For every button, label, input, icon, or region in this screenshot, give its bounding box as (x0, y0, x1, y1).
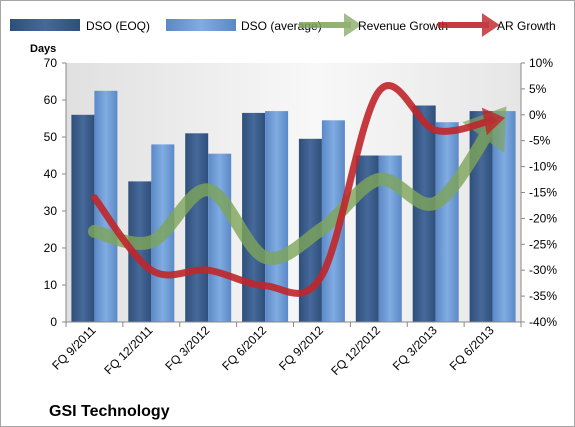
y2-tick-label: -25% (529, 237, 557, 251)
y2-tick-label: 5% (529, 82, 547, 96)
y2-tick-label: -15% (529, 186, 557, 200)
legend: DSO (EOQ) DSO (average) Revenue Growth A… (10, 13, 556, 37)
bar-dso-average-6 (435, 122, 459, 322)
bar-dso-eoq-0 (71, 114, 95, 322)
x-ticks: FQ 9/2011 FQ 12/2011 FQ 3/2012 FQ 6/2012 FQ … (49, 322, 522, 378)
x-tick-label: FQ 12/2011 (101, 323, 155, 377)
y2-tick-label: -30% (529, 263, 557, 277)
x-tick-label: FQ 6/2012 (219, 323, 269, 373)
y-tick-label: 10 (44, 278, 58, 292)
y2-tick-label: -35% (529, 289, 557, 303)
y2-tick-label: -10% (529, 160, 557, 174)
y-ticks-right: 10% 5% 0% -5% -10% -15% -20% -25% -30% -35% -40% (521, 56, 557, 329)
bar-dso-average-0 (94, 90, 118, 323)
bar-dso-eoq-1 (128, 181, 152, 322)
x-tick-label: FQ 12/2012 (328, 323, 383, 378)
y-tick-label: 40 (44, 167, 58, 181)
legend-label-revenue-growth: Revenue Growth (358, 19, 448, 33)
y2-tick-label: 0% (529, 108, 547, 122)
legend-swatch-dso-average (166, 19, 236, 31)
y-axis-title: Days (30, 43, 56, 55)
y2-tick-label: -5% (529, 134, 551, 148)
y2-tick-label: 10% (529, 56, 553, 70)
x-tick-label: FQ 3/2013 (390, 323, 440, 373)
y2-tick-label: -20% (529, 211, 557, 225)
y-tick-label: 30 (44, 204, 58, 218)
bar-dso-average-3 (265, 111, 289, 322)
bar-dso-average-5 (378, 155, 402, 322)
bar-dso-eoq-3 (242, 112, 266, 323)
y-tick-label: 60 (44, 93, 58, 107)
legend-label-dso-eoq: DSO (EOQ) (86, 19, 150, 33)
x-tick-label: FQ 9/2011 (49, 323, 99, 373)
legend-label-ar-growth: AR Growth (497, 19, 556, 33)
x-tick-label: FQ 6/2013 (447, 323, 497, 373)
bar-dso-eoq-6 (412, 105, 436, 322)
y-tick-label: 0 (50, 315, 57, 329)
revenue-growth-line (87, 106, 507, 265)
x-tick-label: FQ 3/2012 (162, 323, 212, 373)
y-tick-label: 70 (44, 56, 58, 70)
bar-dso-average-7 (492, 111, 516, 322)
chart-title: GSI Technology (49, 403, 170, 420)
bar-dso-average-2 (208, 153, 232, 322)
legend-swatch-dso-eoq (10, 19, 80, 31)
y-tick-label: 20 (44, 241, 58, 255)
ar-growth-line (90, 82, 506, 297)
lines-layer (87, 82, 507, 297)
y2-tick-label: -40% (529, 315, 557, 329)
y-ticks-left: 0 10 20 30 40 50 60 70 (44, 56, 66, 329)
y-tick-label: 50 (44, 130, 58, 144)
x-tick-label: FQ 9/2012 (276, 323, 326, 373)
bar-dso-eoq-2 (185, 133, 209, 322)
